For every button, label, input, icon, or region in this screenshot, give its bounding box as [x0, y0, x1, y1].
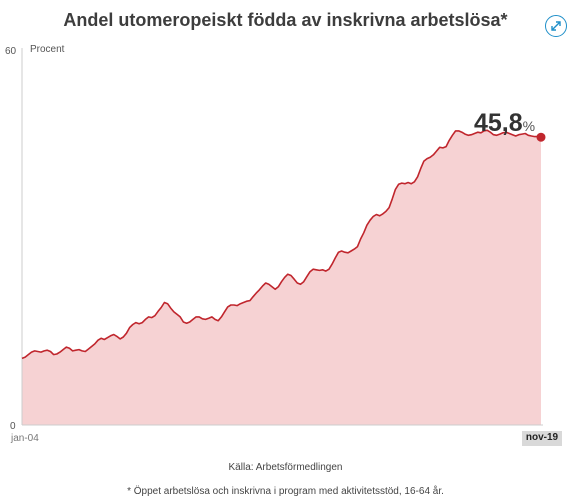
- x-tick-label-start: jan-04: [11, 433, 39, 444]
- last-value-number: 45,8: [474, 109, 523, 137]
- expand-button[interactable]: [545, 15, 567, 37]
- last-value-unit: %: [522, 118, 536, 134]
- expand-arrows-icon: [551, 21, 561, 31]
- x-tick-label-end: nov-19: [525, 432, 559, 443]
- last-value-label: 45,8%: [474, 109, 535, 138]
- y-tick-label-max: 60: [5, 46, 17, 57]
- y-tick-label-min: 0: [10, 421, 16, 432]
- area-fill: [22, 130, 541, 426]
- source-text: Källa: Arbetsförmedlingen: [228, 462, 343, 473]
- chart-title: Andel utomeropeiskt födda av inskrivna a…: [63, 10, 508, 30]
- footnote-text: * Öppet arbetslösa och inskrivna i progr…: [127, 486, 444, 497]
- x-tick-highlight: [522, 431, 562, 446]
- series-line: [21, 129, 542, 360]
- last-point-marker: [536, 132, 546, 142]
- y-axis-unit-label: Procent: [30, 44, 65, 55]
